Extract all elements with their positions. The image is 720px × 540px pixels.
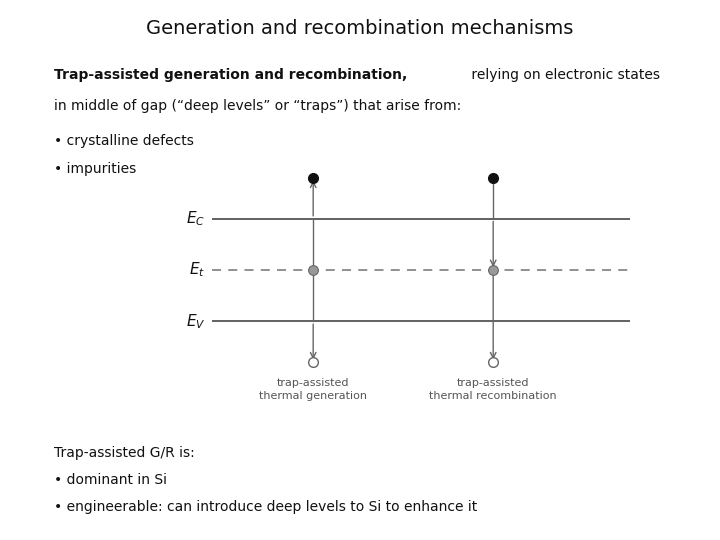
- Text: Trap-assisted generation and recombination,: Trap-assisted generation and recombinati…: [54, 68, 408, 82]
- Text: Generation and recombination mechanisms: Generation and recombination mechanisms: [146, 19, 574, 38]
- Text: Trap-assisted G/R is:: Trap-assisted G/R is:: [54, 446, 194, 460]
- Text: relying on electronic states: relying on electronic states: [467, 68, 660, 82]
- Text: $E_V$: $E_V$: [186, 312, 205, 330]
- Text: trap-assisted
thermal generation: trap-assisted thermal generation: [259, 378, 367, 401]
- Text: trap-assisted
thermal recombination: trap-assisted thermal recombination: [429, 378, 557, 401]
- Text: $E_C$: $E_C$: [186, 210, 205, 228]
- Text: • engineerable: can introduce deep levels to Si to enhance it: • engineerable: can introduce deep level…: [54, 500, 477, 514]
- Text: • impurities: • impurities: [54, 162, 136, 176]
- Text: in middle of gap (“deep levels” or “traps”) that arise from:: in middle of gap (“deep levels” or “trap…: [54, 99, 462, 113]
- Text: • crystalline defects: • crystalline defects: [54, 134, 194, 148]
- Text: • dominant in Si: • dominant in Si: [54, 472, 167, 487]
- Text: $E_t$: $E_t$: [189, 261, 205, 279]
